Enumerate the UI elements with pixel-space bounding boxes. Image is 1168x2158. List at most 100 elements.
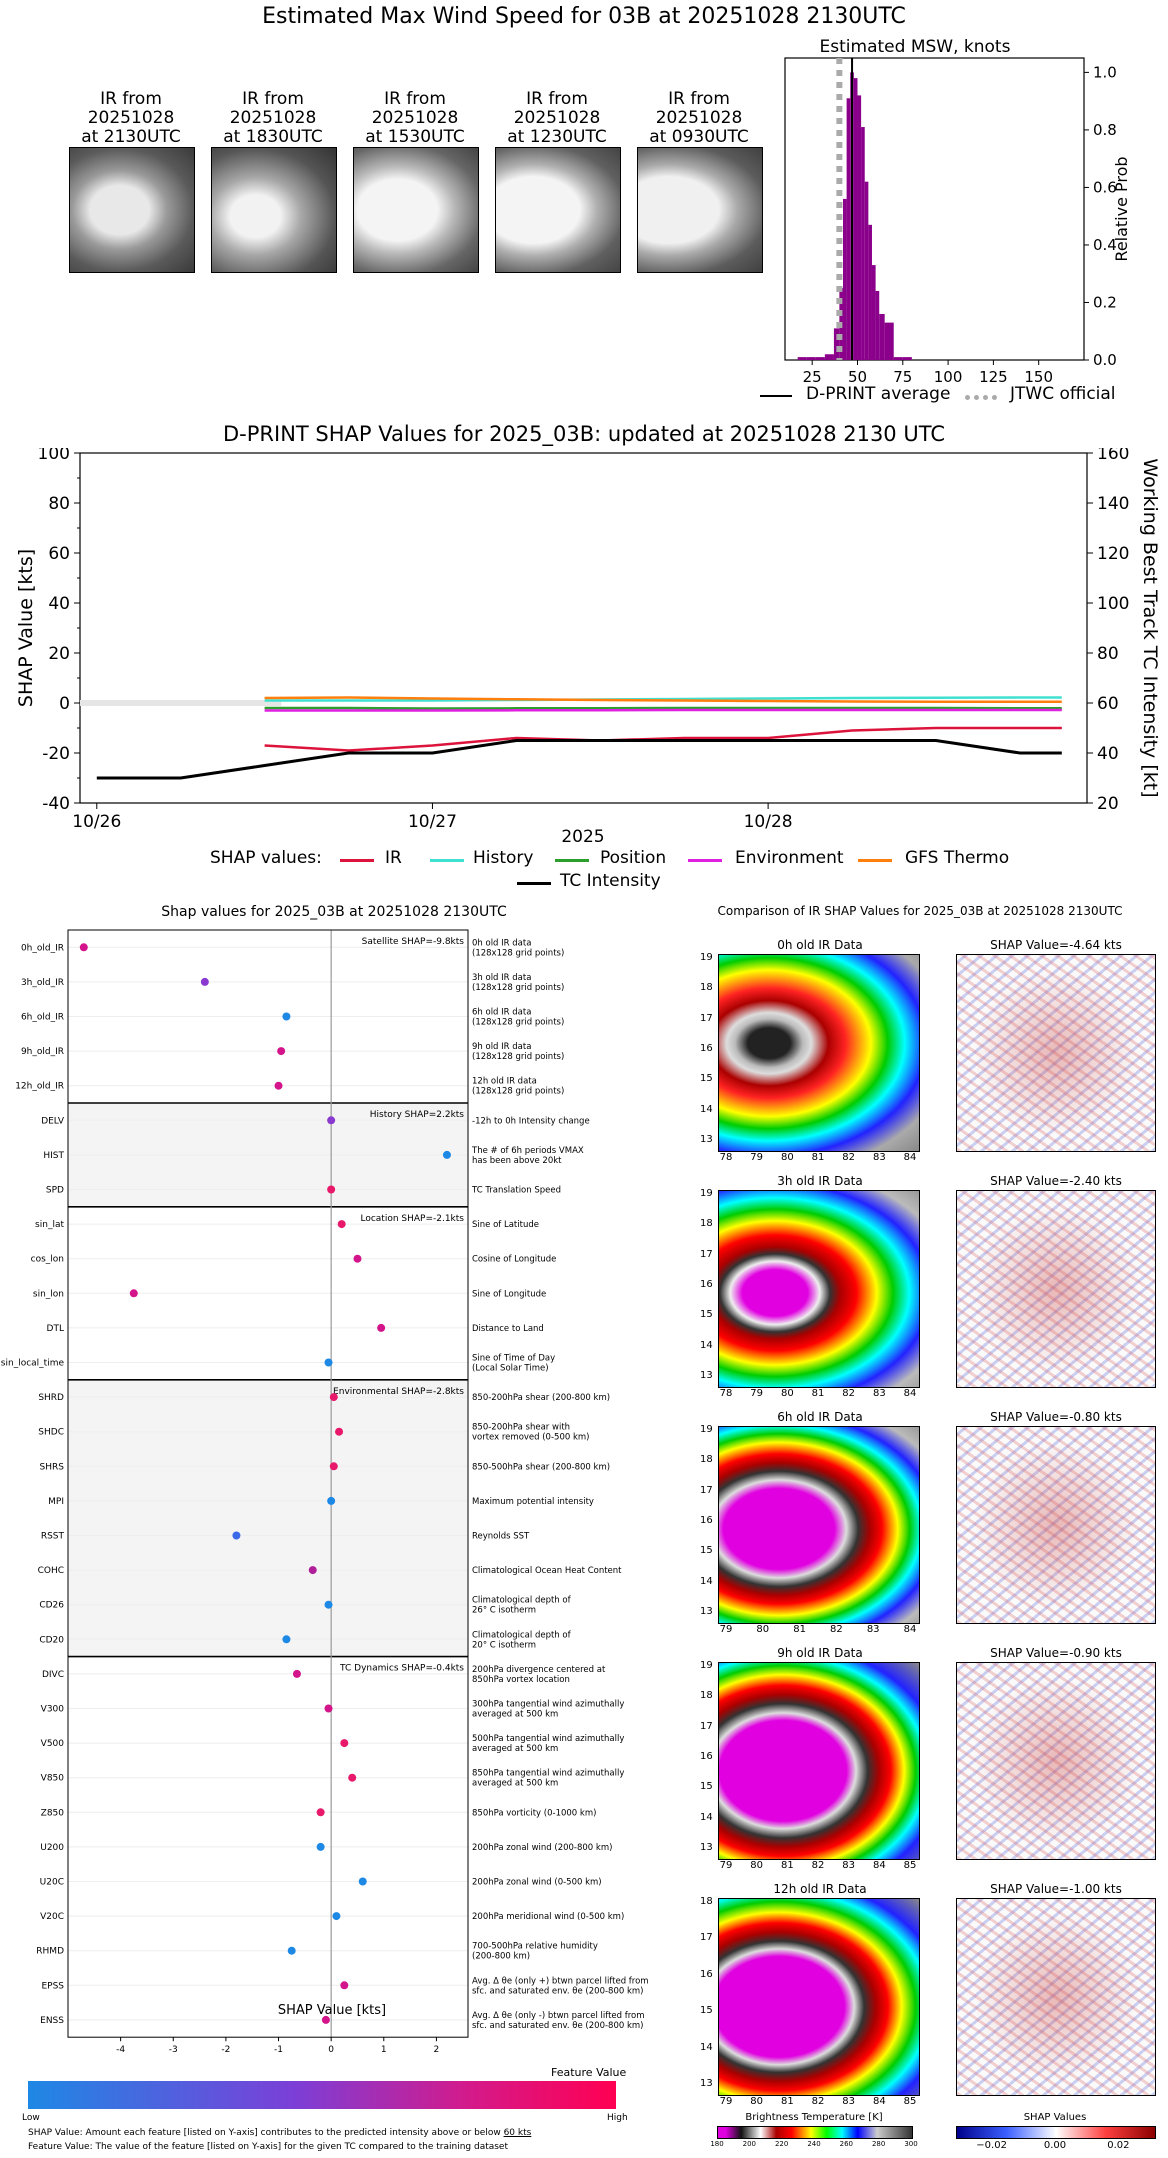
histogram-ytick: 0.4 bbox=[1093, 236, 1117, 254]
thumb-caption: IR from 20251028 at 1230UTC bbox=[507, 89, 607, 147]
ir-panel-xtick: 82 bbox=[830, 1624, 843, 1635]
histogram-xtick: 100 bbox=[934, 368, 963, 386]
histogram-ylabel: Relative Prob bbox=[1112, 156, 1131, 261]
shap-colorbar-tick: −0.02 bbox=[976, 2140, 1007, 2151]
feature-shap-dot bbox=[335, 1427, 344, 1436]
histogram-xtick: 25 bbox=[803, 368, 822, 386]
brightness-colorbar-title: Brightness Temperature [K] bbox=[745, 2112, 883, 2123]
ir-panel-ytick: 19 bbox=[700, 1188, 713, 1199]
feature-shap-dot bbox=[327, 1116, 336, 1125]
shap-feature-chart: Satellite SHAP=-9.8kts 0h_old_IR 0h old IR… bbox=[1, 929, 649, 2055]
feature-shap-dot bbox=[282, 1012, 291, 1021]
feature-value-colorbar bbox=[28, 2081, 616, 2109]
feature-value-low: Low bbox=[22, 2113, 40, 2123]
ir-panel-xtick: 81 bbox=[811, 1388, 825, 1399]
feature-description: 850hPa vorticity (0-1000 km) bbox=[472, 1808, 596, 1818]
feature-shap-dot bbox=[287, 1946, 296, 1955]
feature-value-title: Feature Value bbox=[551, 2066, 627, 2079]
legend-tc: TC Intensity bbox=[560, 871, 661, 891]
feature-shap-dot bbox=[327, 1496, 336, 1505]
timeseries-y2tick: 100 bbox=[1097, 594, 1129, 614]
timeseries-y2tick: 60 bbox=[1097, 694, 1119, 714]
ir-thumbnail bbox=[495, 147, 621, 273]
legend-label: SHAP values: bbox=[210, 848, 322, 868]
ir-panel-xtick: 82 bbox=[811, 2096, 825, 2107]
ir-panel-xtick: 78 bbox=[719, 1388, 733, 1399]
ir-thumbnail bbox=[211, 147, 337, 273]
feature-name: V850 bbox=[41, 1774, 65, 1784]
thumb-caption: IR from 20251028 at 0930UTC bbox=[649, 89, 749, 147]
histogram-bar bbox=[864, 181, 869, 360]
feature-name: ENSS bbox=[40, 2016, 64, 2026]
ir-panel-ytick: 19 bbox=[700, 952, 713, 963]
group-label: Location SHAP=-2.1kts bbox=[360, 1214, 464, 1224]
ir-panel-xtick: 85 bbox=[903, 2096, 917, 2107]
shap-panel-image bbox=[956, 1190, 1156, 1388]
histogram-bar bbox=[871, 265, 876, 360]
ir-panel-xtick: 79 bbox=[750, 1152, 764, 1163]
histogram-bars bbox=[797, 58, 912, 361]
feature-description: Sine of Time of Day (Local Solar Time) bbox=[472, 1354, 555, 1374]
feature-description: Climatological depth of 26° C isotherm bbox=[472, 1596, 572, 1616]
feature-description: 3h old IR data (128x128 grid points) bbox=[472, 973, 564, 993]
feature-name: sin_lat bbox=[35, 1220, 64, 1230]
feature-name: SPD bbox=[46, 1186, 64, 1196]
ir-panel-xtick: 84 bbox=[903, 1388, 917, 1399]
feature-shap-dot bbox=[332, 1912, 341, 1921]
feature-shap-dot bbox=[282, 1635, 291, 1644]
footnote-shap-text: SHAP Value: Amount each feature [listed … bbox=[28, 2128, 504, 2138]
shap-colorbar-tick: 0.02 bbox=[1107, 2140, 1130, 2151]
feature-name: Z850 bbox=[41, 1808, 65, 1818]
feature-description: Maximum potential intensity bbox=[472, 1497, 594, 1507]
feature-description: 200hPa zonal wind (0-500 km) bbox=[472, 1878, 602, 1888]
feature-description: Sine of Latitude bbox=[472, 1220, 539, 1230]
feature-description: 300hPa tangential wind azimuthally averag… bbox=[472, 1700, 624, 1720]
ir-panel-ytick: 18 bbox=[700, 1690, 713, 1702]
feature-name: DTL bbox=[47, 1324, 64, 1334]
timeseries-xlabel: 2025 bbox=[561, 827, 604, 847]
thumb-caption: IR from 20251028 at 1530UTC bbox=[365, 89, 465, 147]
feature-name: SHDC bbox=[38, 1428, 64, 1438]
feature-description: Avg. Δ θe (only +) btwn parcel lifted fr… bbox=[472, 1976, 649, 1996]
timeseries-y2tick: 40 bbox=[1097, 744, 1119, 764]
ir-panel-ytick: 17 bbox=[700, 1720, 713, 1732]
feature-name: EPSS bbox=[41, 1981, 64, 1991]
brightness-tick: 220 bbox=[774, 2140, 789, 2148]
ir-panel-image bbox=[718, 1662, 920, 1860]
histogram-bar bbox=[846, 98, 851, 361]
feature-shap-dot bbox=[321, 2015, 330, 2024]
ir-panel-xtick: 81 bbox=[793, 1624, 806, 1635]
legend-dprint: D-PRINT average bbox=[806, 384, 951, 404]
shap-panel-title: SHAP Value=-2.40 kts bbox=[990, 1174, 1122, 1188]
ir-panel-ytick: 14 bbox=[700, 2041, 713, 2053]
shap-feature-xtick: 0 bbox=[328, 2045, 334, 2055]
ir-panel-xtick: 82 bbox=[811, 1860, 825, 1871]
feature-shap-dot bbox=[316, 1842, 325, 1851]
feature-description: 200hPa meridional wind (0-500 km) bbox=[472, 1912, 624, 1922]
ir-panel-ytick: 14 bbox=[700, 1339, 713, 1351]
feature-name: V20C bbox=[40, 1912, 64, 1922]
timeseries-ylabel: SHAP Value [kts] bbox=[15, 549, 37, 707]
ir-panel-ytick: 15 bbox=[700, 1781, 713, 1793]
histogram-bar bbox=[797, 357, 807, 360]
ir-panel-xtick: 83 bbox=[872, 1152, 886, 1163]
shap-colorbar bbox=[956, 2126, 1156, 2139]
legend-position: Position bbox=[600, 848, 667, 868]
footnote-feature: Feature Value: The value of the feature … bbox=[28, 2142, 509, 2152]
feature-name: 3h_old_IR bbox=[21, 978, 64, 988]
group-label: History SHAP=2.2kts bbox=[370, 1110, 465, 1120]
timeseries-xtick: 10/26 bbox=[72, 812, 121, 832]
feature-shap-dot bbox=[329, 1393, 338, 1402]
feature-shap-dot bbox=[358, 1877, 367, 1886]
feature-shap-dot bbox=[129, 1289, 138, 1298]
feature-description: Avg. Δ θe (only -) btwn parcel lifted fr… bbox=[472, 2011, 645, 2031]
series-line-gfs-thermo bbox=[264, 696, 1062, 704]
histogram-xtick: 150 bbox=[1024, 368, 1053, 386]
feature-shap-dot bbox=[316, 1808, 325, 1817]
feature-description: 6h old IR data (128x128 grid points) bbox=[472, 1008, 564, 1028]
histogram-legend: D-PRINT average JTWC official bbox=[760, 384, 1160, 408]
histogram-bar bbox=[853, 78, 858, 360]
shap-panel-title: SHAP Value=-1.00 kts bbox=[990, 1882, 1122, 1896]
feature-shap-dot bbox=[340, 1981, 349, 1990]
ir-panel-xtick: 80 bbox=[750, 2096, 764, 2107]
